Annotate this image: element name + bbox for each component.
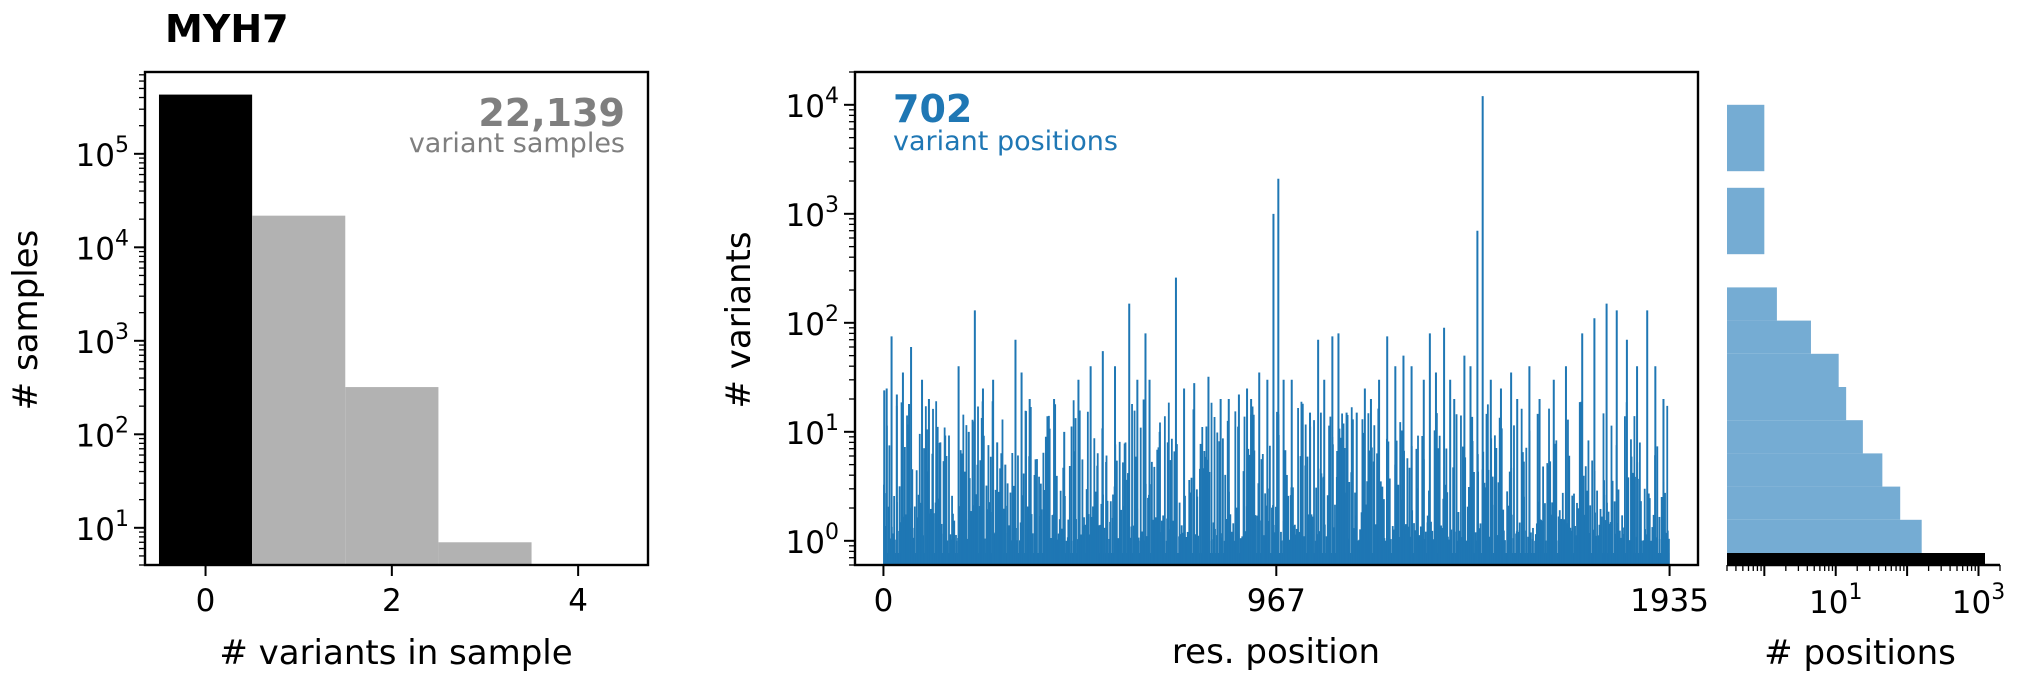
samples-annotation-label: variant samples: [409, 128, 625, 159]
positions-x-ticks: 101 103: [1726, 565, 2005, 621]
positions-histogram-panel: 101 103 # positions: [1726, 104, 2005, 673]
samples-y-tick-label: 101: [76, 507, 129, 548]
samples-histogram-bars: [158, 94, 532, 565]
samples-bar-1: [252, 215, 346, 565]
samples-bar-0: [158, 94, 253, 565]
positions-bin-bar-12: [1727, 104, 1765, 138]
samples-y-tick-label: 102: [76, 413, 129, 454]
figure-title: MYH7: [165, 7, 289, 51]
positions-bin-bar-11: [1727, 138, 1765, 172]
variants-annotation-label: variant positions: [893, 126, 1118, 157]
variants-y-ticks: 100 101 102 103 104: [786, 71, 855, 566]
samples-x-tick-label: 0: [196, 583, 216, 619]
variants-y-tick-label: 102: [786, 302, 839, 343]
variants-x-tick-label: 0: [874, 583, 894, 619]
samples-x-axis-label: # variants in sample: [219, 633, 572, 673]
positions-x-axis-label: # positions: [1764, 633, 1956, 673]
samples-x-ticks: 0 2 4: [196, 565, 588, 619]
samples-y-tick-label: 104: [76, 226, 129, 267]
samples-bar-3: [438, 542, 532, 565]
positions-bin-bar-9: [1727, 221, 1765, 255]
samples-histogram-panel: 101 102 103 104 105 0 2 4 22,139 variant sampl…: [6, 70, 650, 673]
samples-x-tick-label: 2: [382, 583, 402, 619]
variants-y-tick-label: 104: [786, 84, 839, 125]
variants-y-tick-label: 100: [786, 520, 839, 561]
variants-x-tick-label: 1935: [1630, 583, 1709, 619]
positions-bin-bar-4: [1727, 420, 1863, 454]
variants-x-tick-label: 967: [1247, 583, 1306, 619]
variants-annotation-value: 702: [893, 87, 972, 131]
samples-y-tick-label: 105: [76, 133, 129, 174]
positions-bin-bar-6: [1727, 353, 1839, 387]
positions-bin-bar-1: [1727, 519, 1922, 553]
positions-bin-bar-2: [1727, 486, 1901, 520]
positions-x-tick-label: 103: [1952, 580, 2005, 621]
positions-x-tick-label: 101: [1809, 580, 1862, 621]
samples-histogram-frame: [143, 70, 650, 567]
samples-x-tick-label: 4: [568, 583, 588, 619]
variants-y-tick-label: 103: [786, 193, 839, 234]
positions-bin-bar-0: [1727, 553, 1986, 565]
samples-y-axis-label: # samples: [6, 230, 46, 411]
positions-bin-bar-7: [1727, 320, 1811, 354]
samples-y-tick-label: 103: [76, 320, 129, 361]
positions-histogram-bars: [1727, 104, 1986, 565]
positions-bin-bar-5: [1727, 387, 1847, 421]
variants-y-tick-label: 101: [786, 411, 839, 452]
variants-x-axis-label: res. position: [1172, 632, 1380, 672]
positions-bin-bar-8: [1727, 287, 1777, 321]
variants-per-position-panel: 100 101 102 103 104 0 967 1935 702 variant pos…: [719, 70, 1709, 672]
samples-annotation-value: 22,139: [478, 91, 625, 135]
variants-x-ticks: 0 967 1935: [874, 565, 1709, 619]
variants-per-position-bars: [883, 96, 1670, 565]
positions-bin-bar-3: [1727, 453, 1883, 487]
positions-bin-bar-10: [1727, 187, 1765, 221]
samples-y-ticks: 101 102 103 104 105: [76, 74, 145, 566]
variants-y-axis-label: # variants: [719, 231, 759, 408]
samples-bar-2: [345, 387, 439, 565]
